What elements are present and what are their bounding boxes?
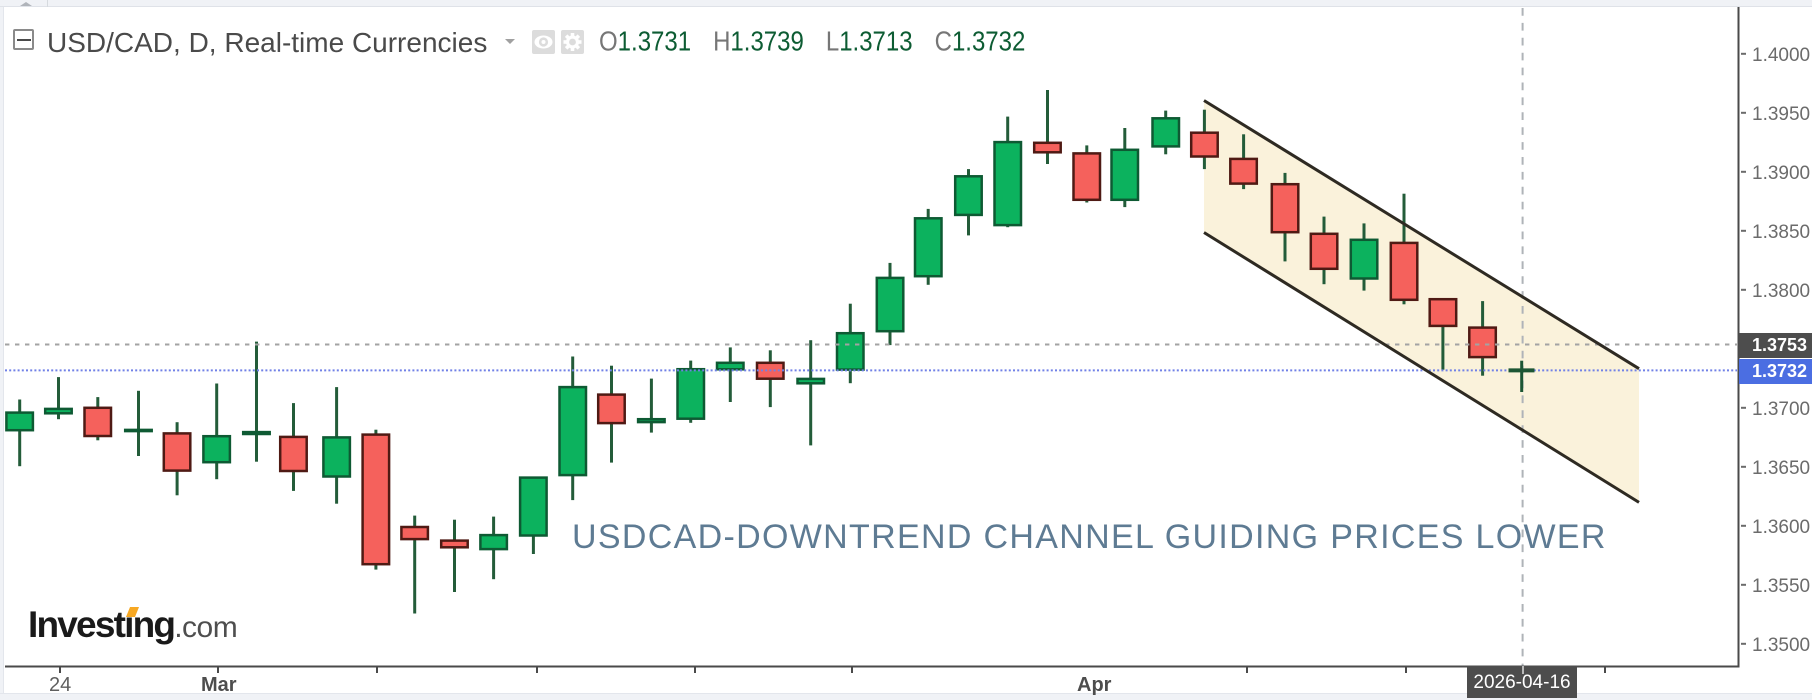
svg-text:1.3550: 1.3550 bbox=[1752, 576, 1810, 597]
svg-text:1.3650: 1.3650 bbox=[1752, 458, 1810, 479]
svg-text:1.4000: 1.4000 bbox=[1752, 45, 1810, 66]
svg-text:1.3900: 1.3900 bbox=[1752, 163, 1810, 184]
svg-text:1.3500: 1.3500 bbox=[1752, 635, 1810, 656]
svg-text:1.3600: 1.3600 bbox=[1752, 517, 1810, 538]
svg-text:1.3800: 1.3800 bbox=[1752, 281, 1810, 302]
svg-text:1.3950: 1.3950 bbox=[1752, 104, 1810, 125]
svg-text:1.3700: 1.3700 bbox=[1752, 399, 1810, 420]
svg-text:1.3850: 1.3850 bbox=[1752, 222, 1810, 243]
